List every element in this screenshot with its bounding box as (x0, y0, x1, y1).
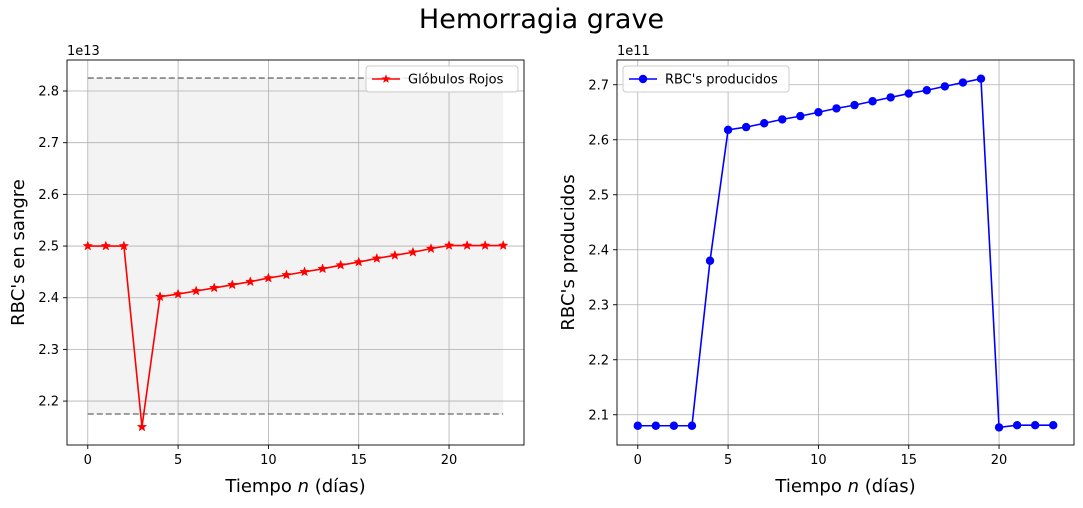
chart2-series-line (637, 77, 1054, 429)
chart1-x-tick-label: 10 (260, 453, 277, 468)
chart2-legend-label: RBC's producidos (665, 73, 778, 88)
chart1-x-tick-label: 5 (174, 453, 182, 468)
chart2-x-tick-label: 0 (634, 453, 642, 468)
chart1-data-point (263, 272, 274, 283)
figure-title: Hemorragia grave (418, 4, 665, 35)
chart1-y-tick-label: 2.6 (38, 188, 59, 203)
chart1-data-point (335, 259, 346, 270)
chart1-y-tick-label: 2.4 (38, 291, 59, 306)
chart2-data-point (669, 421, 679, 430)
chart1-data-point (407, 246, 419, 257)
chart2-data-point (723, 125, 733, 135)
chart2-legend-box (622, 65, 790, 93)
chart2-legend-marker (638, 74, 648, 84)
chart2-data-point (868, 97, 877, 106)
chart1-data-point (227, 279, 238, 290)
chart2-axes-frame (616, 59, 1075, 446)
chart1-data-point (497, 239, 509, 250)
chart1-data-point (461, 239, 473, 250)
chart1-y-tick-label: 2.5 (38, 240, 59, 255)
chart2-y-tick-label: 2.4 (588, 243, 609, 258)
chart1-data-point (371, 252, 383, 263)
chart1-data-point (118, 240, 130, 251)
chart1-data-point (190, 285, 202, 296)
chart2-y-tick-label: 2.5 (588, 188, 609, 203)
chart1-y-offset-text: 1e13 (67, 44, 100, 59)
chart1-legend-marker (381, 74, 391, 83)
chart1-data-point (82, 240, 94, 251)
chart2-y-tick-label: 2.2 (588, 353, 609, 368)
chart1-data-point (100, 240, 112, 251)
chart2-data-point (796, 111, 805, 121)
chart1-legend-box (365, 65, 519, 93)
chart2-data-point (814, 108, 823, 117)
chart1-data-point (425, 243, 437, 254)
chart1-y-tick-label: 2.2 (38, 395, 59, 410)
chart1-x-tick-label: 0 (84, 453, 92, 468)
chart1-y-tick-label: 2.7 (38, 136, 59, 151)
chart2-data-point (832, 104, 841, 113)
chart2-data-point (904, 89, 913, 98)
chart1-x-tick-label: 20 (441, 453, 458, 468)
chart1-data-point (299, 266, 310, 277)
chart2-data-point (741, 122, 751, 132)
chart2-data-point (940, 82, 950, 91)
chart2-data-point (705, 256, 715, 265)
chart2-data-point (958, 78, 968, 87)
chart2-x-tick-label: 20 (991, 453, 1008, 468)
chart1-data-point (353, 256, 364, 267)
chart1-x-axis-label: Tiempo n (días) (224, 476, 365, 497)
chart1-data-point (281, 269, 292, 280)
chart1-axes-frame (66, 59, 525, 446)
chart1-data-point (154, 291, 166, 302)
chart2-data-point (760, 119, 769, 128)
chart2-y-tick-label: 2.7 (588, 78, 609, 93)
chart1-y-axis-label: RBC's en sangre (8, 179, 29, 326)
chart1-y-tick-label: 2.8 (38, 85, 59, 100)
chart2-data-point (633, 421, 642, 430)
chart2-x-axis-label: Tiempo n (días) (774, 476, 915, 497)
chart2-y-tick-label: 2.3 (588, 298, 609, 313)
chart2-x-tick-label: 15 (900, 453, 917, 468)
chart1-data-point (443, 239, 455, 250)
chart2-plot-area (617, 60, 1074, 445)
chart1-data-point (208, 282, 220, 293)
chart1-x-tick-label: 15 (350, 453, 367, 468)
chart2-data-point (886, 93, 895, 102)
chart2-y-offset-text: 1e11 (617, 44, 650, 59)
chart2-data-point (1049, 421, 1058, 430)
chart1-data-point (389, 249, 401, 260)
chart2-data-point (994, 423, 1004, 432)
chart2-data-point (1012, 421, 1022, 430)
chart2-data-point (922, 86, 931, 95)
chart1-data-point (245, 276, 256, 287)
chart2-data-point (778, 115, 787, 124)
chart1-data-point (479, 239, 491, 250)
chart2-data-point (1030, 421, 1040, 430)
chart1-data-point (136, 421, 148, 432)
chart2-y-axis-label: RBC's producidos (558, 174, 579, 330)
chart2-data-point (850, 100, 859, 110)
chart2-data-point (651, 421, 661, 430)
chart2-y-tick-label: 2.1 (588, 408, 609, 423)
chart2-data-point (687, 421, 697, 430)
chart2-y-tick-label: 2.6 (588, 133, 609, 148)
chart2-x-tick-label: 5 (724, 453, 732, 468)
chart2-x-tick-label: 10 (810, 453, 827, 468)
chart1-data-point (172, 288, 184, 299)
chart2-data-point (976, 74, 986, 83)
chart1-y-tick-label: 2.3 (38, 343, 59, 358)
chart1-data-point (317, 263, 328, 274)
chart1-legend-label: Glóbulos Rojos (408, 73, 504, 88)
